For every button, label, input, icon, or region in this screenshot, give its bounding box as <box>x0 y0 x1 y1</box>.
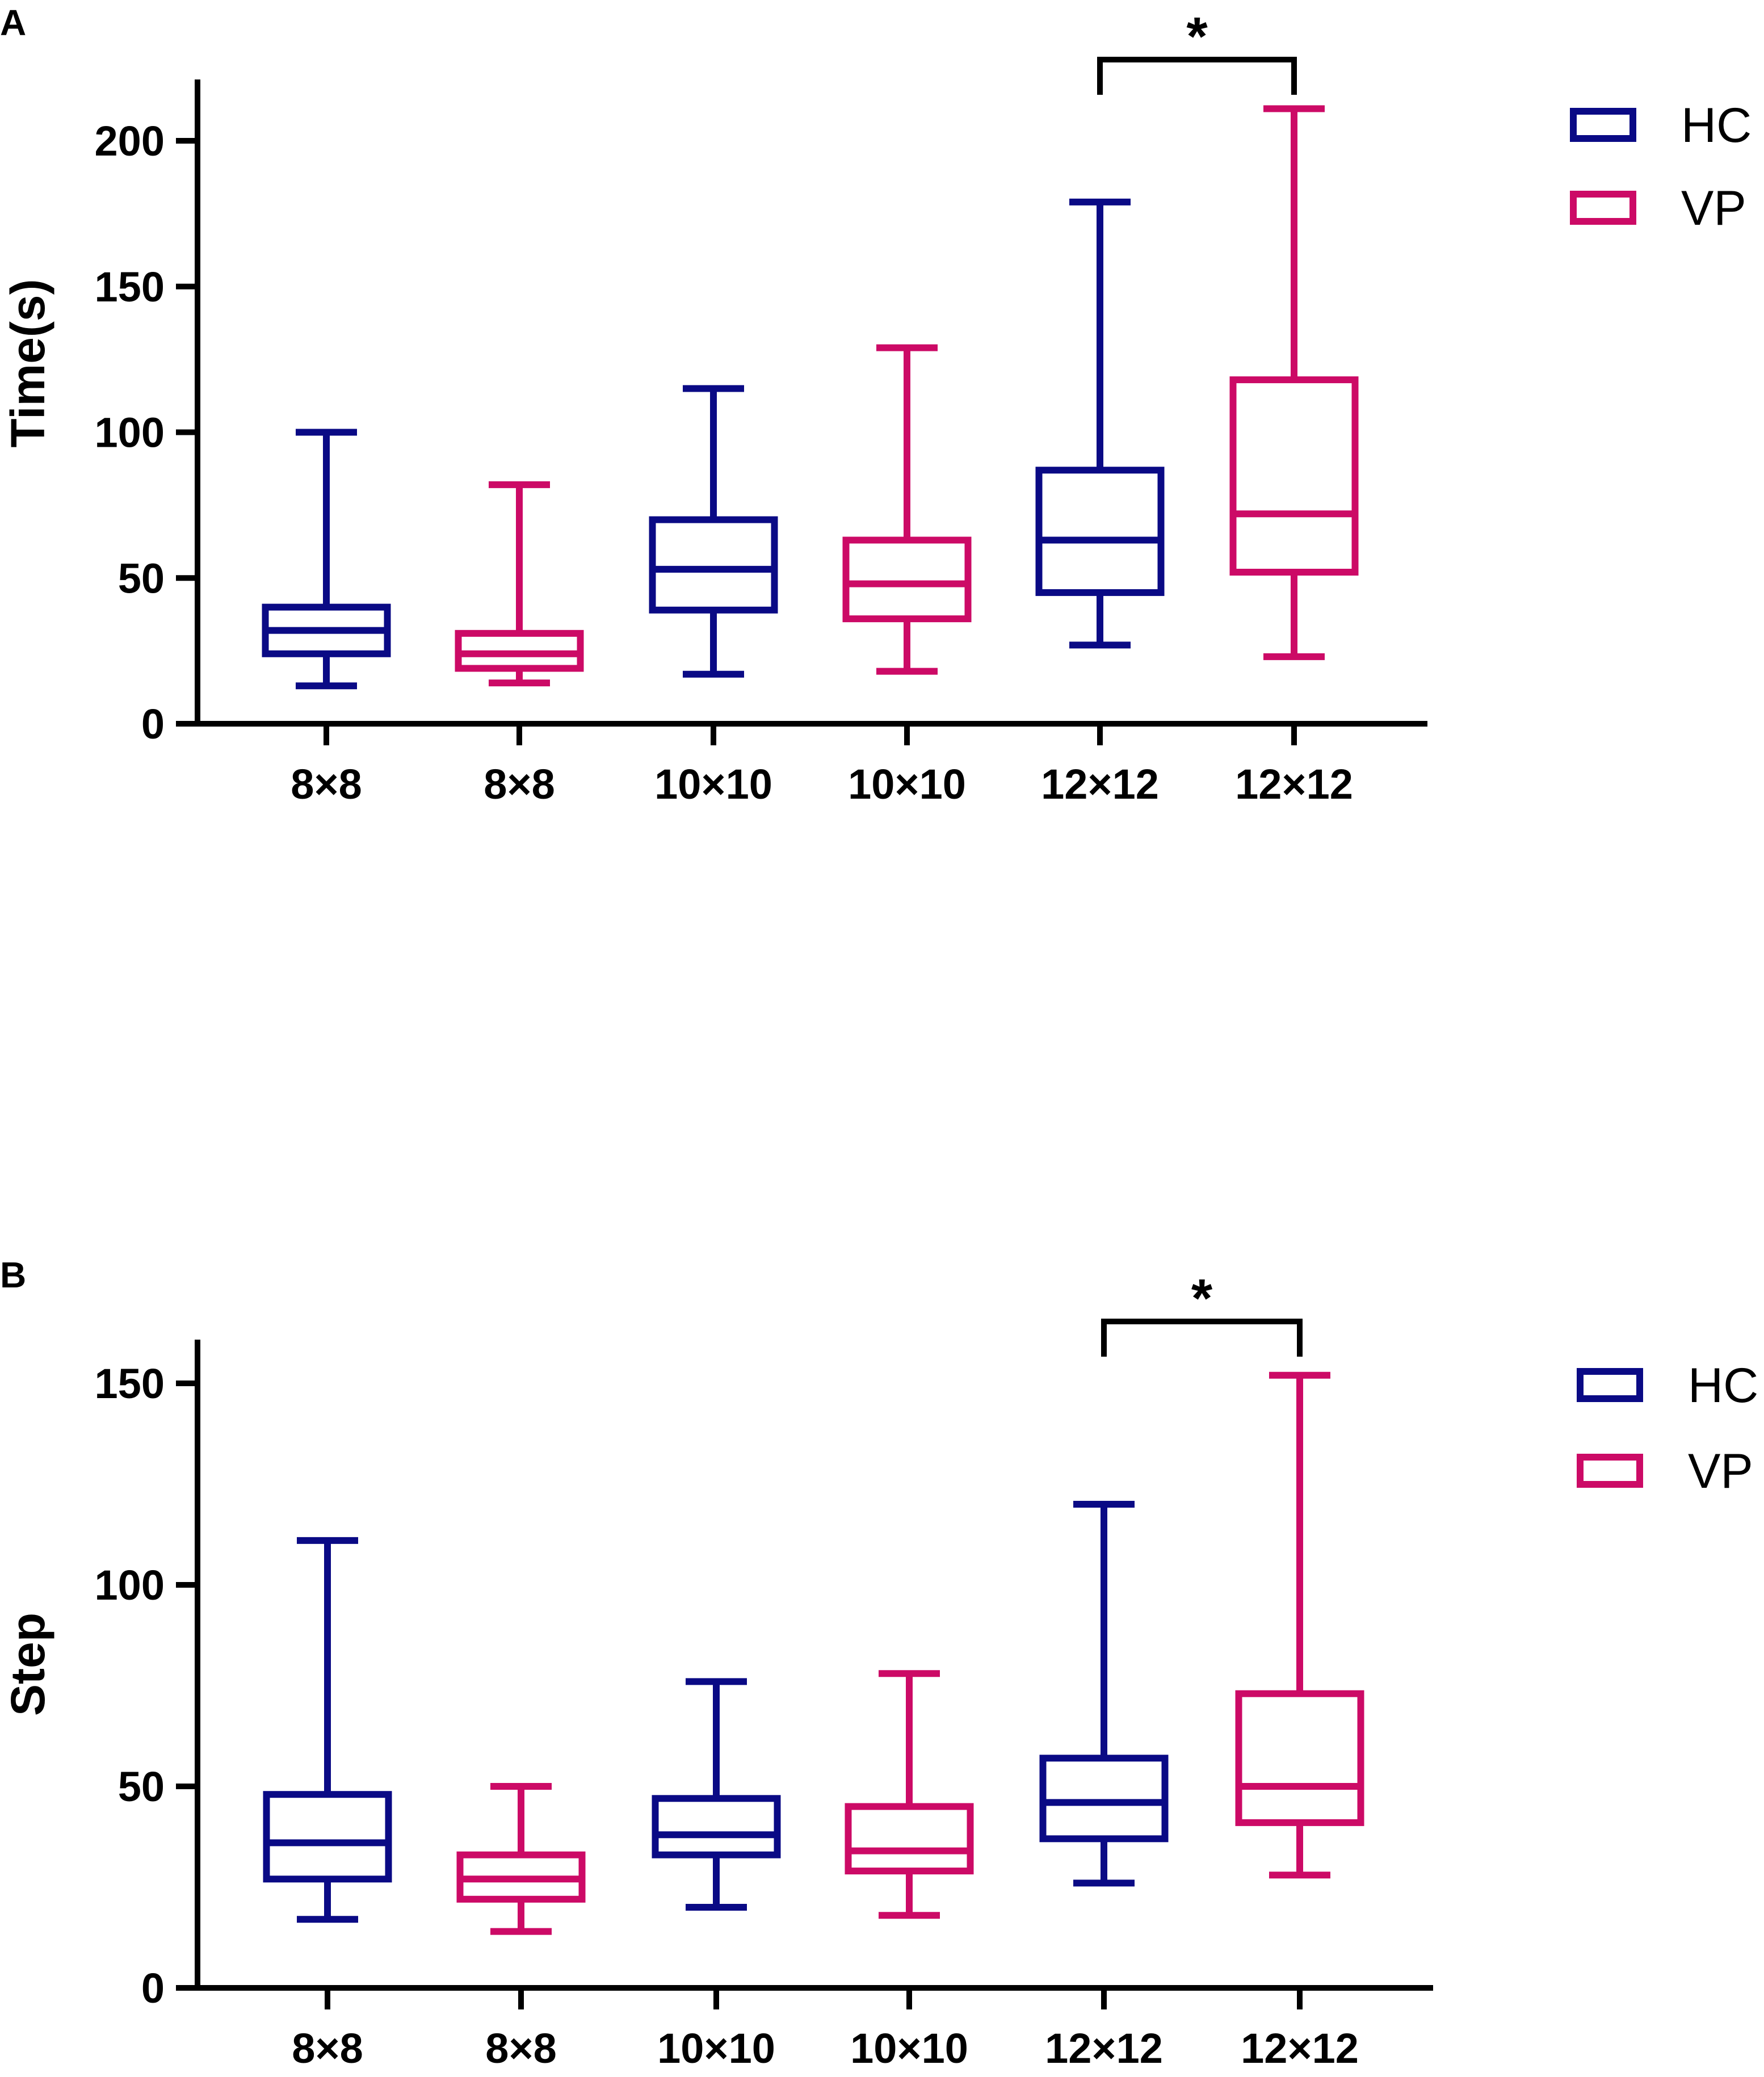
panel-a-x-tick-label: 12×12 <box>1235 761 1353 808</box>
panel-b-y-tick-label: 50 <box>118 1763 165 1810</box>
panel-b-significance-bracket <box>1101 1319 1303 1357</box>
panel-b-x-tick-label: 10×10 <box>850 2025 968 2072</box>
panel-b-x-tick-label: 8×8 <box>292 2025 363 2072</box>
panel-b-legend-swatch-vp <box>1577 1454 1643 1488</box>
panel-a-box-vp <box>842 536 972 623</box>
panel-b-significance-star: * <box>1191 1268 1213 1329</box>
panel-b-legend-label-vp: VP <box>1688 1444 1753 1499</box>
panel-b-x-tick-label: 8×8 <box>485 2025 557 2072</box>
panel-a-y-tick-label: 200 <box>95 118 165 165</box>
panel-a-ylabel: Time(s) <box>1 279 54 447</box>
panel-a-box-vp <box>1229 376 1359 576</box>
panel-a-y-tick-label: 150 <box>95 263 165 310</box>
panel-b-y-tick-label: 0 <box>141 1965 165 2012</box>
panel-a-y-tick-label: 100 <box>95 409 165 456</box>
panel-a-y-tick-label: 50 <box>118 555 165 602</box>
panel-b-y-tick-label: 150 <box>95 1360 165 1407</box>
panel-b-letter: B <box>0 1254 26 1295</box>
panel-a-plot: 0 50 100 150 200 8×8 8×8 10×10 10×10 12×12 12×12 * H… <box>95 6 1752 808</box>
panel-a-legend-label-vp: VP <box>1681 181 1746 236</box>
panel-b-x-tick-label: 10×10 <box>657 2025 775 2072</box>
panel-b-x-tick-label: 12×12 <box>1241 2025 1359 2072</box>
panel-a-significance-bracket <box>1097 57 1297 95</box>
panel-b-legend-label-hc: HC <box>1688 1358 1758 1413</box>
panel-a-legend-label-hc: HC <box>1681 98 1752 153</box>
panel-b-box-vp <box>1235 1690 1364 1826</box>
panel-a-x-tick-label: 10×10 <box>848 761 966 808</box>
panel-a-significance-star: * <box>1186 6 1208 67</box>
panel-a-y-tick-label: 0 <box>141 700 165 748</box>
panel-a-x-tick-label: 10×10 <box>654 761 772 808</box>
panel-a: A Time(s) 0 50 100 150 200 8×8 8×8 10×10 10×10 12… <box>0 2 1752 808</box>
panel-b-legend-swatch-hc <box>1577 1368 1643 1402</box>
panel-b-box-vp <box>845 1803 974 1875</box>
panel-a-legend-swatch-vp <box>1570 191 1636 225</box>
panel-b-box-hc <box>1039 1755 1169 1843</box>
panel-b-y-tick-label: 100 <box>95 1562 165 1609</box>
panel-b-box-hc <box>263 1791 392 1883</box>
panel-a-x-tick-label: 12×12 <box>1041 761 1159 808</box>
panel-b-plot: 0 50 100 150 8×8 8×8 10×10 10×10 12×12 12×12 * HC VP <box>95 1268 1759 2072</box>
panel-a-x-tick-label: 8×8 <box>291 761 362 808</box>
panel-a-legend-swatch-hc <box>1570 108 1636 142</box>
panel-b-ylabel: Step <box>1 1613 54 1716</box>
panel-a-box-hc <box>649 516 778 614</box>
panel-a-letter: A <box>0 2 26 43</box>
panel-a-x-tick-label: 8×8 <box>484 761 555 808</box>
panel-b: B Step 0 50 100 150 8×8 8×8 10×10 10×10 12×12 12×… <box>0 1254 1758 2072</box>
panel-b-x-tick-label: 12×12 <box>1045 2025 1163 2072</box>
panel-b-box-hc <box>652 1795 781 1858</box>
panel-a-box-hc <box>1035 467 1165 596</box>
